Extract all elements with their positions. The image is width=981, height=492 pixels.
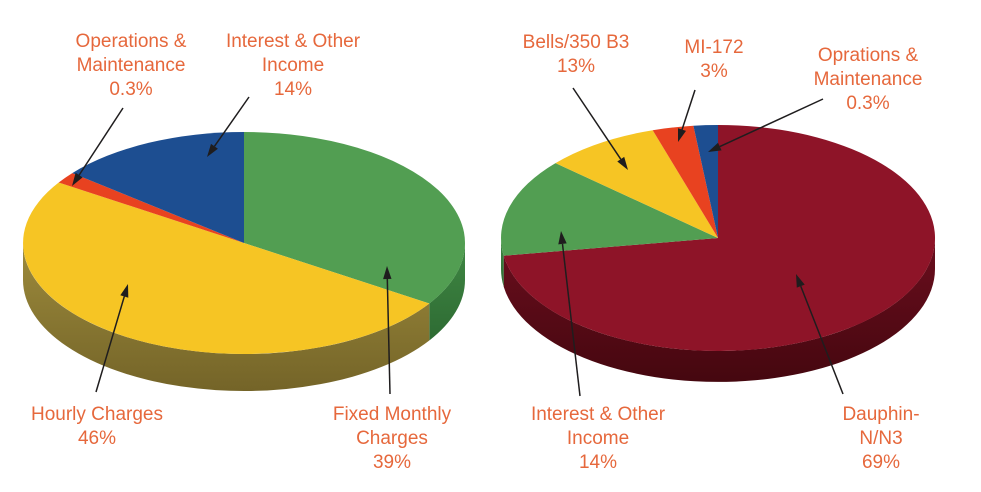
callout-arrowhead: [678, 128, 686, 142]
slice-callout-interest-other-income: Interest & Other Income 14%: [225, 31, 361, 100]
slice-callout-bells-350-b3: Bells/350 B3 13%: [522, 32, 630, 77]
callout-arrow-line: [572, 87, 622, 160]
pie-slice-side-interest-other-income: [501, 238, 504, 287]
pie-slice-interest-other-income: [72, 132, 244, 243]
callout-arrow-line: [800, 285, 844, 395]
slice-callout-hourly-charges: Hourly Charges 46%: [31, 404, 163, 449]
pie-slice-hourly-charges: [23, 182, 430, 354]
slice-callout-fixed-monthly-charges: Fixed Monthly Charges 39%: [332, 404, 452, 473]
slice-callout-interest-other-income-2: Interest & Other Income 14%: [530, 404, 666, 473]
callout-arrowhead: [383, 266, 392, 280]
pie-slice-dauphin-n-n3: [503, 125, 936, 351]
callout-arrowhead: [558, 231, 567, 245]
pie-slice-interest-other-income: [501, 163, 718, 256]
pie-slice-side-hourly-charges: [22, 243, 430, 392]
pie-slice-side-fixed-monthly-charges: [429, 243, 465, 341]
callout-arrow-line: [561, 243, 581, 397]
callout-arrow-line: [95, 296, 126, 393]
callout-arrowhead: [708, 142, 722, 152]
callout-arrowhead: [120, 284, 129, 298]
callout-arrowhead: [796, 274, 805, 288]
callout-arrow-line: [213, 96, 250, 147]
callout-arrowhead: [617, 156, 628, 170]
pie-slice-fixed-monthly-charges: [244, 132, 466, 304]
slice-callout-operations-maintenance: Operations & Maintenance 0.3%: [75, 31, 187, 100]
pie-slice-mi-172: [652, 125, 718, 238]
callout-arrowhead: [207, 143, 218, 157]
callout-arrow-line: [719, 98, 824, 148]
slice-callout-mi-172: MI-172 3%: [684, 37, 744, 82]
callout-arrowhead: [72, 172, 83, 186]
pie-chart-right: [501, 87, 936, 397]
pie-slice-bells-350-b3: [555, 130, 718, 238]
slice-callout-oprations-maintenance: Oprations & Maintenance 0.3%: [813, 45, 923, 114]
pie-slice-operations-maintenance: [58, 173, 245, 243]
slice-callout-dauphin-n-n3: Dauphin-N/N3 69%: [842, 404, 920, 473]
pie-slice-side-dauphin-n-n3: [503, 238, 935, 382]
callout-arrow-line: [78, 107, 124, 176]
callout-arrow-line: [386, 278, 391, 395]
pie-slice-oprations-maintenance: [693, 124, 718, 238]
callout-arrow-line: [681, 89, 696, 130]
pie-chart-left: [22, 96, 466, 395]
